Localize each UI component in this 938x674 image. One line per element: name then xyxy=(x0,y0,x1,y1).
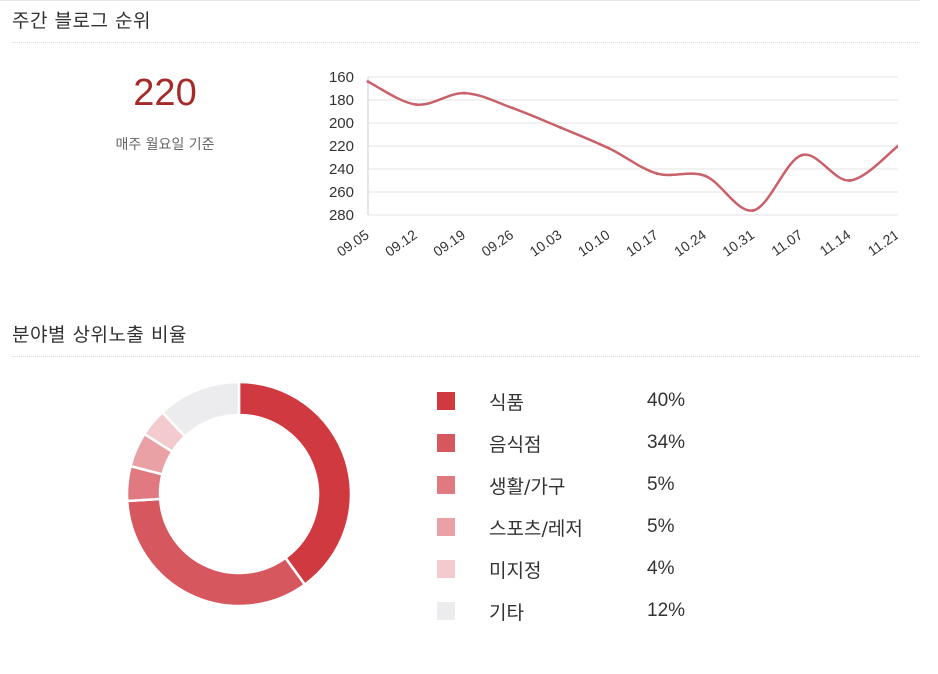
x-tick-label: 10.31 xyxy=(719,226,757,259)
donut-slice xyxy=(237,380,353,587)
rank-data-point xyxy=(462,91,466,95)
x-tick-label: 09.26 xyxy=(478,226,516,259)
legend-label: 기타 xyxy=(489,601,524,624)
x-tick-label: 10.24 xyxy=(671,226,709,259)
x-tick-label: 09.05 xyxy=(334,226,372,259)
category-section-title: 분야별 상위노출 비율 xyxy=(12,324,187,346)
legend-item: 식품 40% xyxy=(437,390,685,414)
legend-value: 5% xyxy=(647,474,675,495)
category-section-divider xyxy=(12,356,920,357)
y-tick-label: 260 xyxy=(329,184,354,201)
x-tick-label: 11.14 xyxy=(817,226,854,259)
y-tick-label: 200 xyxy=(329,115,354,132)
rank-note: 매주 월요일 기준 xyxy=(115,137,215,153)
legend-item: 생활/가구 5% xyxy=(437,474,674,498)
x-tick-label: 10.03 xyxy=(527,226,565,259)
y-tick-label: 220 xyxy=(329,138,354,155)
y-tick-label: 160 xyxy=(329,69,354,86)
legend-label: 식품 xyxy=(489,391,524,414)
legend-label: 미지정 xyxy=(489,559,542,582)
rank-data-point xyxy=(655,172,659,176)
legend-label: 스포츠/레저 xyxy=(489,517,583,540)
rank-data-point xyxy=(511,106,515,110)
legend-swatch xyxy=(437,560,455,578)
legend-label: 음식점 xyxy=(489,433,542,456)
rank-data-point xyxy=(896,144,898,148)
legend-swatch xyxy=(437,434,455,452)
legend-swatch xyxy=(437,602,455,620)
legend-value: 40% xyxy=(647,390,686,411)
y-tick-label: 180 xyxy=(329,92,354,109)
rank-section-title: 주간 블로그 순위 xyxy=(12,10,151,32)
legend-value: 5% xyxy=(647,516,675,537)
legend-swatch xyxy=(437,518,455,536)
legend-item: 음식점 34% xyxy=(437,432,685,456)
donut-slice xyxy=(160,380,241,439)
category-donut-chart xyxy=(125,380,353,608)
y-tick-label: 240 xyxy=(329,161,354,178)
rank-data-point xyxy=(559,126,563,130)
legend-swatch xyxy=(437,392,455,410)
legend-value: 34% xyxy=(647,432,686,453)
donut-slice xyxy=(125,497,307,608)
legend-value: 4% xyxy=(647,558,675,579)
rank-data-point xyxy=(751,208,755,212)
x-tick-label: 09.19 xyxy=(430,226,468,259)
x-tick-label: 10.17 xyxy=(623,226,661,259)
rank-data-point xyxy=(703,174,707,178)
rank-line-chart: 160 180 200 220 240 260 280 09.05 09.12 09.19 09.2… xyxy=(329,69,898,260)
legend-swatch xyxy=(437,476,455,494)
y-tick-label: 280 xyxy=(329,207,354,224)
rank-data-point xyxy=(848,179,852,182)
rank-data-point xyxy=(414,103,418,107)
legend-label: 생활/가구 xyxy=(489,475,566,498)
legend-value: 12% xyxy=(647,600,686,621)
rank-data-point xyxy=(366,80,370,84)
legend-item: 스포츠/레저 5% xyxy=(437,516,674,540)
rank-section-divider xyxy=(12,42,920,43)
x-tick-label: 10.10 xyxy=(575,226,613,259)
rank-data-point xyxy=(607,146,611,150)
x-tick-label: 11.21 xyxy=(865,226,898,259)
legend-item: 기타 12% xyxy=(437,600,685,624)
top-border xyxy=(0,0,920,1)
x-tick-label: 09.12 xyxy=(382,226,420,259)
x-tick-label: 11.07 xyxy=(768,226,805,259)
legend-item: 미지정 4% xyxy=(437,558,674,582)
rank-data-point xyxy=(800,153,804,157)
current-rank: 220 xyxy=(133,72,197,114)
